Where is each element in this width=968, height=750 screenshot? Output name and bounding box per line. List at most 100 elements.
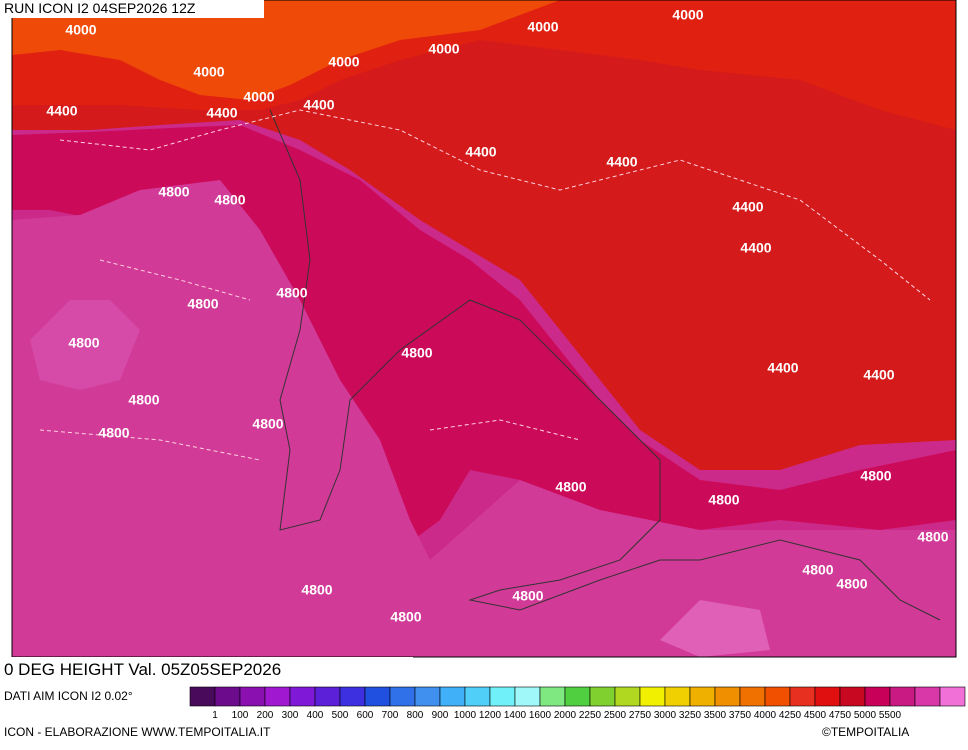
contour-label: 4400 [606, 154, 637, 170]
contour-label: 4800 [276, 285, 307, 301]
legend-swatch [214, 686, 241, 707]
legend-swatch [289, 686, 316, 707]
contour-label: 4000 [328, 54, 359, 70]
legend-label: 500 [332, 710, 349, 721]
contour-label: 4800 [301, 582, 332, 598]
contour-label: 4400 [863, 367, 894, 383]
legend-label: 2750 [629, 710, 652, 721]
footer-title-box [0, 657, 413, 683]
legend-swatch [489, 686, 516, 707]
legend-label: 600 [357, 710, 374, 721]
legend-swatch [389, 686, 416, 707]
legend-swatch [889, 686, 916, 707]
contour-label: 4800 [252, 416, 283, 432]
legend-label: 1000 [454, 710, 477, 721]
contour-label: 4800 [860, 468, 891, 484]
legend-label: 3250 [679, 710, 702, 721]
legend-swatch [464, 686, 491, 707]
contour-label: 4000 [65, 22, 96, 38]
legend-label: 4750 [829, 710, 852, 721]
legend-swatch [564, 686, 591, 707]
contour-label: 4000 [527, 19, 558, 35]
contour-label: 4400 [767, 360, 798, 376]
contour-label: 4800 [128, 392, 159, 408]
legend-swatch [639, 686, 666, 707]
legend-swatch [689, 686, 716, 707]
legend-swatch [839, 686, 866, 707]
contour-label: 4800 [917, 529, 948, 545]
contour-label: 4000 [243, 89, 274, 105]
contour-labels: 4000 4000 4000 4000 4000 4000 4000 4400 4400 4400… [46, 7, 948, 625]
legend-label: 900 [432, 710, 449, 721]
legend-swatch [914, 686, 941, 707]
contour-label: 4000 [672, 7, 703, 23]
copyright: ©TEMPOITALIA [822, 725, 909, 739]
legend-swatch [239, 686, 266, 707]
legend-label: 700 [382, 710, 399, 721]
contour-label: 4800 [555, 479, 586, 495]
legend-label: 5500 [879, 710, 902, 721]
contour-label: 4800 [214, 192, 245, 208]
contour-label: 4800 [401, 345, 432, 361]
contour-label: 4800 [158, 184, 189, 200]
legend-label: 3750 [729, 710, 752, 721]
contour-label: 4800 [187, 296, 218, 312]
legend-label: 5000 [854, 710, 877, 721]
legend-swatch [764, 686, 791, 707]
legend-label: 1200 [479, 710, 502, 721]
contour-label: 4800 [836, 576, 867, 592]
legend-label: 2500 [604, 710, 627, 721]
contour-label: 4800 [802, 562, 833, 578]
legend-swatch [314, 686, 341, 707]
legend-swatch [439, 686, 466, 707]
legend-label: 3500 [704, 710, 727, 721]
contour-label: 4800 [512, 588, 543, 604]
contour-label: 4800 [708, 492, 739, 508]
header-box [0, 0, 264, 18]
legend-swatch [264, 686, 291, 707]
contour-label: 4800 [98, 425, 129, 441]
legend-swatch [189, 686, 216, 707]
contour-label: 4400 [206, 105, 237, 121]
contour-label: 4400 [46, 103, 77, 119]
run-title: RUN ICON I2 04SEP2026 12Z [4, 0, 196, 16]
contour-label: 4000 [193, 64, 224, 80]
legend-swatch [939, 686, 966, 707]
contour-label: 4400 [732, 199, 763, 215]
legend-label: 1 [212, 710, 218, 721]
legend-swatch [339, 686, 366, 707]
legend-label: 400 [307, 710, 324, 721]
contour-label: 4800 [390, 609, 421, 625]
legend-label: 3000 [654, 710, 677, 721]
color-legend: 1 100 200 300 400 500 600 700 800 900 1000 1200 1400… [189, 686, 966, 721]
legend-label: 4000 [754, 710, 777, 721]
legend-swatch [589, 686, 616, 707]
legend-swatch [864, 686, 891, 707]
legend-label: 2250 [579, 710, 602, 721]
contour-label: 4400 [465, 144, 496, 160]
legend-label: 200 [257, 710, 274, 721]
data-source: DATI AIM ICON I2 0.02° [4, 689, 133, 703]
legend-label: 2000 [554, 710, 577, 721]
legend-swatch [664, 686, 691, 707]
contour-label: 4000 [428, 41, 459, 57]
map-field [12, 0, 956, 657]
legend-swatch [814, 686, 841, 707]
legend-swatch [414, 686, 441, 707]
legend-swatch [514, 686, 541, 707]
legend-swatch [614, 686, 641, 707]
legend-label: 100 [232, 710, 249, 721]
legend-label: 4250 [779, 710, 802, 721]
legend-swatch [364, 686, 391, 707]
field-title: 0 DEG HEIGHT Val. 05Z05SEP2026 [4, 660, 281, 679]
legend-swatch [714, 686, 741, 707]
contour-label: 4400 [303, 97, 334, 113]
credit: ICON - ELABORAZIONE WWW.TEMPOITALIA.IT [4, 725, 271, 739]
legend-swatch [789, 686, 816, 707]
map-frame [11, 0, 957, 658]
legend-label: 800 [407, 710, 424, 721]
legend-swatch [739, 686, 766, 707]
legend-label: 1400 [504, 710, 527, 721]
legend-swatch [539, 686, 566, 707]
